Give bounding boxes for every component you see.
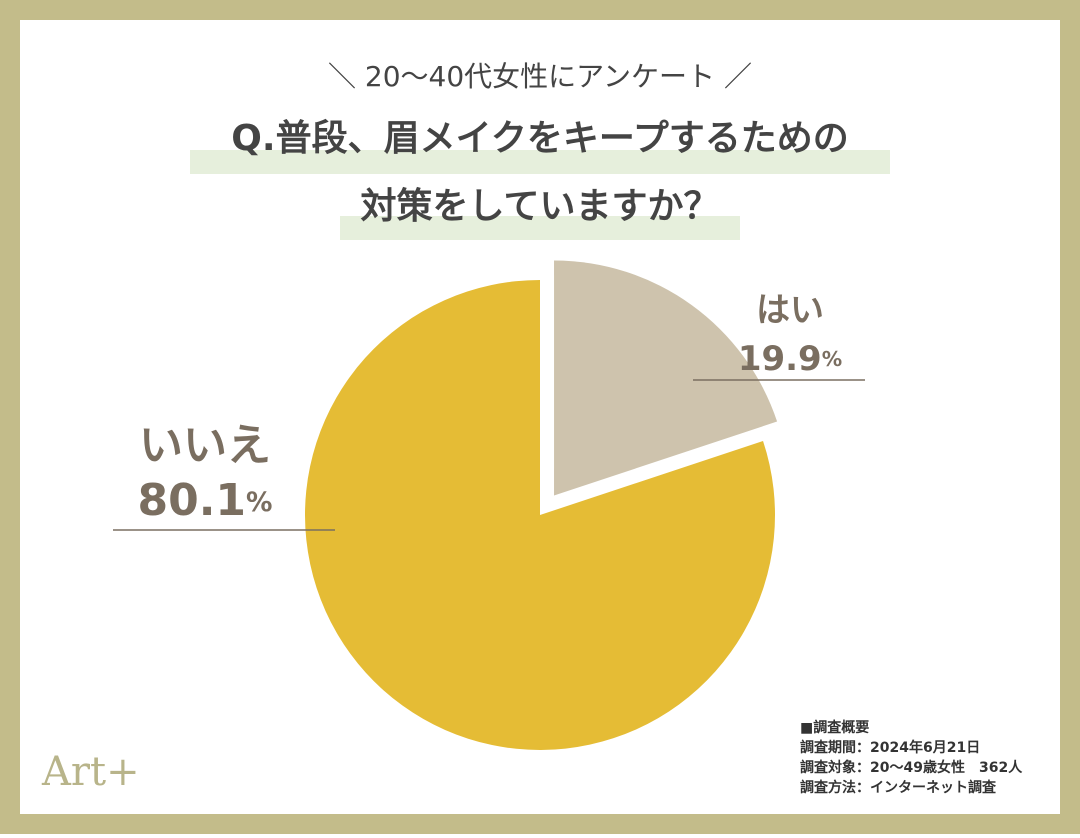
value-number: 19.9 [738, 339, 822, 379]
survey-note: 調査対象：20〜49歳女性 362人 [800, 759, 1023, 776]
chart-title: 対策をしていますか？ [361, 186, 720, 227]
value-label: 19.9% [738, 339, 842, 379]
value-label: 80.1% [137, 475, 272, 526]
subtitle: ＼ 20〜40代女性にアンケート ／ [328, 60, 752, 93]
value-unit: % [246, 487, 272, 518]
survey-note: 調査期間：2024年6月21日 [800, 739, 980, 756]
pie-slice [554, 260, 778, 496]
value-number: 80.1 [137, 475, 246, 526]
slice-label: はい [756, 291, 824, 331]
brand-logo: Art+ [41, 749, 140, 795]
survey-note: ■調査概要 [800, 719, 869, 736]
value-unit: % [822, 347, 842, 371]
chart-title: Q.普段、眉メイクをキープするための [231, 118, 848, 159]
slice-label: いいえ [139, 420, 271, 471]
title-highlight [340, 216, 740, 240]
title-highlight [190, 150, 890, 174]
pie-slice [304, 280, 776, 750]
survey-note: 調査方法：インターネット調査 [800, 779, 997, 796]
